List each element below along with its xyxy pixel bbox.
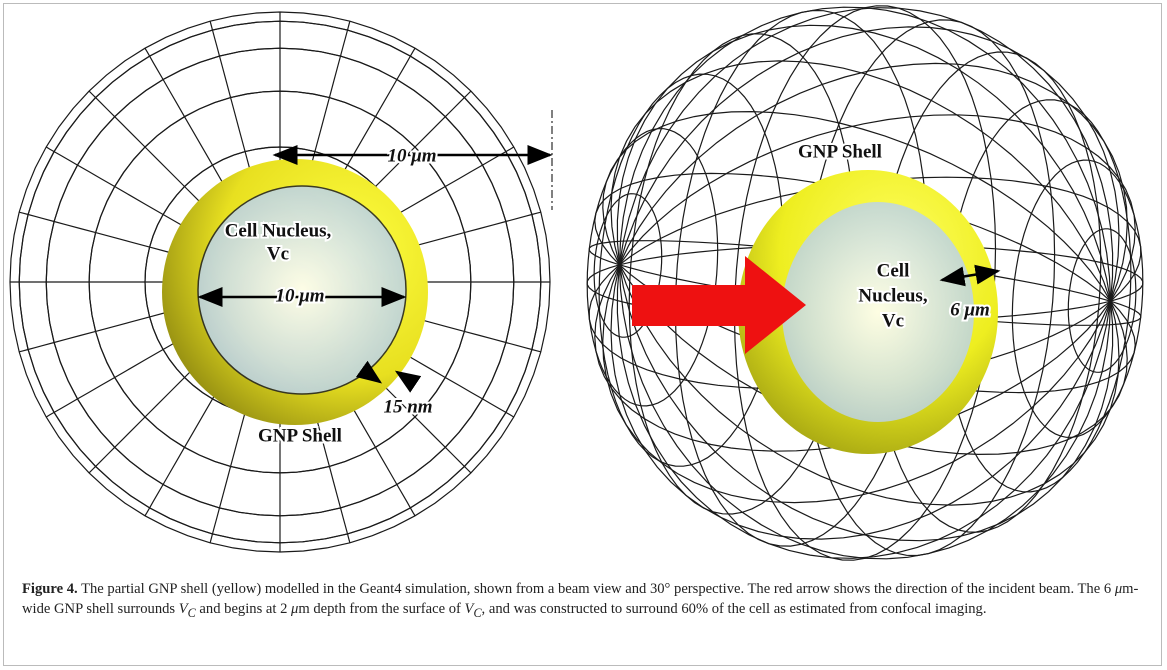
wire-line: [1067, 228, 1137, 373]
wire-line: [619, 243, 1144, 302]
wire-line: [88, 90, 281, 283]
nucleus-label: Vc: [267, 243, 289, 264]
caption-text: m-wide GNP shell surrounds: [22, 581, 1139, 617]
beam-arrow: [632, 256, 806, 354]
thickness-arrow: [394, 370, 422, 393]
wire-line: [594, 264, 1111, 452]
wire-line: [602, 110, 1112, 302]
wire-line: [619, 114, 1136, 302]
wire-line: [45, 281, 281, 418]
wire-line: [616, 264, 1112, 559]
caption-text: m depth from the surface of: [298, 600, 465, 617]
thickness-arrow: [355, 360, 383, 384]
wire-line: [618, 26, 1120, 302]
dimension-arrow: [939, 264, 1001, 287]
caption-text: μ: [291, 600, 299, 617]
wire-line: [1011, 159, 1144, 438]
wire-line: [45, 146, 281, 283]
caption-text: C: [473, 605, 482, 620]
shell-label: GNP Shell: [258, 425, 342, 446]
caption-text: μ: [1114, 581, 1123, 597]
wire-line: [618, 7, 1114, 302]
wire-line: [618, 264, 1112, 560]
thickness-label: 15 nm: [383, 396, 432, 417]
wire-line: [588, 240, 1111, 302]
wire-line: [88, 281, 281, 474]
caption-text: The partial GNP shell (yellow) modelled …: [81, 581, 1115, 597]
cell-nucleus: [782, 202, 974, 422]
caption-text: C: [187, 605, 196, 620]
caption-text: V: [178, 600, 188, 617]
wire-line: [618, 62, 1128, 302]
wire-line: [619, 176, 1142, 302]
nucleus-label: Cell: [877, 260, 910, 281]
dimension-label: 10 μm: [275, 285, 324, 306]
wire-line: [610, 264, 1112, 540]
wire-line: [588, 264, 1111, 390]
wire-line: [209, 21, 281, 283]
wire-line: [618, 264, 1128, 456]
figure-caption: Figure 4. The partial GNP shell (yellow)…: [22, 580, 1142, 623]
shell-label: GNP Shell: [798, 141, 882, 162]
caption-text: V: [464, 600, 474, 617]
caption-text: , and was constructed to surround 60% of…: [481, 600, 987, 617]
wire-line: [618, 264, 1114, 542]
figure: 10 μm Cell Nucleus, Vc 10 μm 15 nm GNP S…: [9, 5, 1144, 561]
wire-line: [602, 264, 1112, 504]
wire-line: [618, 6, 1112, 302]
wire-line: [586, 128, 719, 407]
dimension-label: 10 μm: [387, 145, 436, 166]
wire-line: [19, 281, 281, 353]
caption-label: Figure 4.: [22, 581, 78, 597]
nucleus-label: Cell Nucleus,: [225, 220, 332, 241]
caption-text: and begins at 2: [195, 600, 292, 617]
dimension-label: 6 μm: [950, 299, 990, 320]
wire-line: [616, 24, 1112, 302]
nucleus-label: Vc: [882, 310, 904, 331]
figure-frame: [3, 3, 1162, 666]
nucleus-label: Nucleus,: [858, 285, 927, 306]
wire-line: [594, 172, 1111, 302]
wire-line: [19, 211, 281, 283]
wire-line: [144, 281, 281, 517]
wire-line: [144, 47, 281, 283]
wire-line: [279, 47, 416, 283]
